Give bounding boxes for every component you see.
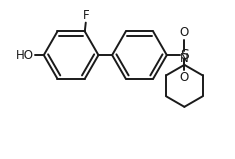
- Text: O: O: [180, 71, 189, 84]
- Text: S: S: [180, 48, 189, 62]
- Text: F: F: [82, 9, 89, 22]
- Text: O: O: [180, 26, 189, 39]
- Text: N: N: [180, 52, 189, 65]
- Text: HO: HO: [16, 49, 34, 62]
